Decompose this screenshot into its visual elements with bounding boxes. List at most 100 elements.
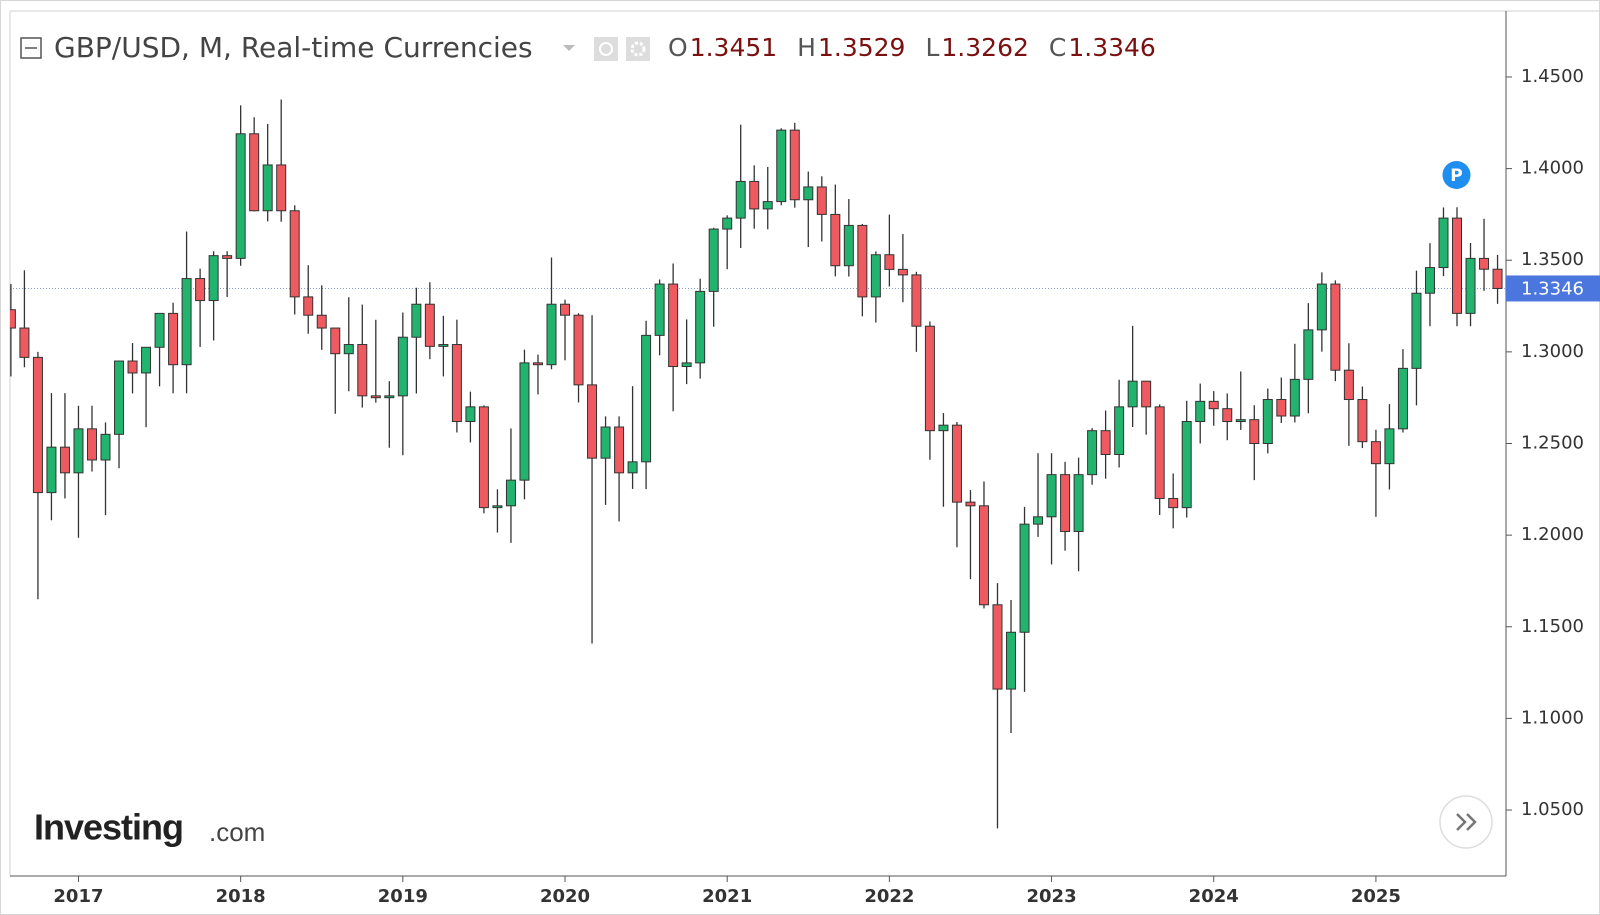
candle-body xyxy=(965,501,976,507)
candle-body xyxy=(451,344,462,423)
candle-body xyxy=(100,433,111,461)
candle-body xyxy=(424,303,435,347)
candle-body xyxy=(1289,378,1300,417)
x-tick-label: 2025 xyxy=(1351,886,1401,907)
brand-logo: Investing .com xyxy=(34,807,265,848)
candle-body xyxy=(519,362,530,481)
candle-body xyxy=(924,325,935,432)
candle-body xyxy=(560,303,571,316)
x-tick-label: 2017 xyxy=(53,886,103,907)
symbol-title: GBP/USD, M, Real-time Currencies xyxy=(54,31,533,64)
candle-body xyxy=(357,344,368,397)
candle-body xyxy=(1438,217,1449,269)
scroll-button-arrows xyxy=(1456,813,1477,831)
candle-body xyxy=(830,213,841,267)
gear-glyph xyxy=(630,41,646,57)
current-price-box xyxy=(1506,275,1600,302)
scroll-to-latest-button[interactable] xyxy=(1439,795,1493,849)
candle-body xyxy=(1262,399,1273,444)
candle-body xyxy=(1006,631,1017,690)
candle-body xyxy=(938,424,949,432)
candle-body xyxy=(1370,441,1381,465)
candle-body xyxy=(708,228,719,292)
candle-body xyxy=(492,505,503,509)
candle-body xyxy=(992,604,1003,690)
candle-body xyxy=(1114,406,1125,455)
candle-body xyxy=(911,274,922,327)
brand-suffix: .com xyxy=(209,817,265,847)
candle-body xyxy=(46,446,57,494)
candle-body xyxy=(1424,267,1435,294)
candle-body xyxy=(289,210,300,298)
candle-body xyxy=(438,344,449,347)
candle-body xyxy=(114,360,125,435)
candle-body xyxy=(330,327,341,355)
candle-body xyxy=(276,164,287,212)
candle-body xyxy=(654,283,665,336)
event-badge[interactable] xyxy=(1442,161,1471,189)
candle-body xyxy=(762,201,773,210)
x-tick-label: 2022 xyxy=(864,886,914,907)
candle-body xyxy=(1100,430,1111,455)
eye-glyph xyxy=(599,42,613,56)
ohlc-letter: C xyxy=(1049,33,1066,62)
axes: 1.0500 1.1000 1.1500 1.2000 1.2500 1.3000 1.35… xyxy=(53,66,1600,907)
candle-body xyxy=(1168,497,1179,509)
candle-body xyxy=(627,461,638,474)
candle-body xyxy=(843,224,854,267)
candle-body xyxy=(249,133,260,212)
y-tick-label: 1.4000 xyxy=(1521,158,1584,179)
dropdown-caret[interactable] xyxy=(563,45,575,51)
y-tick-label: 1.1000 xyxy=(1521,707,1584,728)
candle-body xyxy=(735,180,746,219)
x-tick-label: 2021 xyxy=(702,886,752,907)
candle-body xyxy=(1141,380,1152,408)
candle-body xyxy=(1154,406,1165,499)
candle-body xyxy=(681,362,692,368)
y-tick-label: 1.3000 xyxy=(1521,341,1584,362)
candle-body xyxy=(73,428,84,474)
ohlc-value: 1.3262 xyxy=(941,33,1028,62)
candle-body xyxy=(32,356,43,494)
brand-name: Investing xyxy=(34,807,183,848)
candle-body xyxy=(10,309,16,329)
collapse-icon[interactable] xyxy=(20,37,42,59)
candle-body xyxy=(127,360,138,374)
candle-body xyxy=(1357,399,1368,443)
ohlc-value: 1.3451 xyxy=(690,33,777,62)
candle-body xyxy=(749,180,760,210)
x-tick-label: 2024 xyxy=(1189,886,1239,907)
candle-body xyxy=(1397,367,1408,430)
candle-body xyxy=(141,346,152,374)
x-tick-label: 2019 xyxy=(378,886,428,907)
candle-body xyxy=(695,290,706,364)
candle-body xyxy=(870,254,881,298)
candle-body xyxy=(803,186,814,201)
candle-body xyxy=(370,395,381,399)
candle-body xyxy=(614,426,625,474)
y-tick-label: 1.1500 xyxy=(1521,616,1584,637)
candle-body xyxy=(546,303,557,366)
candle-body xyxy=(384,395,395,399)
event-badge-label: P xyxy=(1450,166,1462,186)
candle-body xyxy=(1235,419,1246,423)
ohlc-value: 1.3346 xyxy=(1068,33,1155,62)
candle-body xyxy=(1330,283,1341,371)
settings-icon[interactable] xyxy=(626,37,650,61)
current-price-label: 1.3346 xyxy=(1521,278,1584,299)
candle-body xyxy=(303,296,314,316)
candle-body xyxy=(1479,257,1490,270)
candle-body xyxy=(1208,400,1219,410)
candle-body xyxy=(1492,268,1503,289)
visibility-icon[interactable] xyxy=(594,37,618,61)
candle-body xyxy=(86,428,97,461)
legend-header: GBP/USD, M, Real-time Currencies O 1.3451… xyxy=(20,31,1156,64)
ohlc-letter: L xyxy=(925,33,939,62)
candle-body xyxy=(1087,430,1098,476)
candle-body xyxy=(1343,369,1354,401)
y-tick-label: 1.3500 xyxy=(1521,249,1584,270)
candle-body xyxy=(816,186,827,215)
